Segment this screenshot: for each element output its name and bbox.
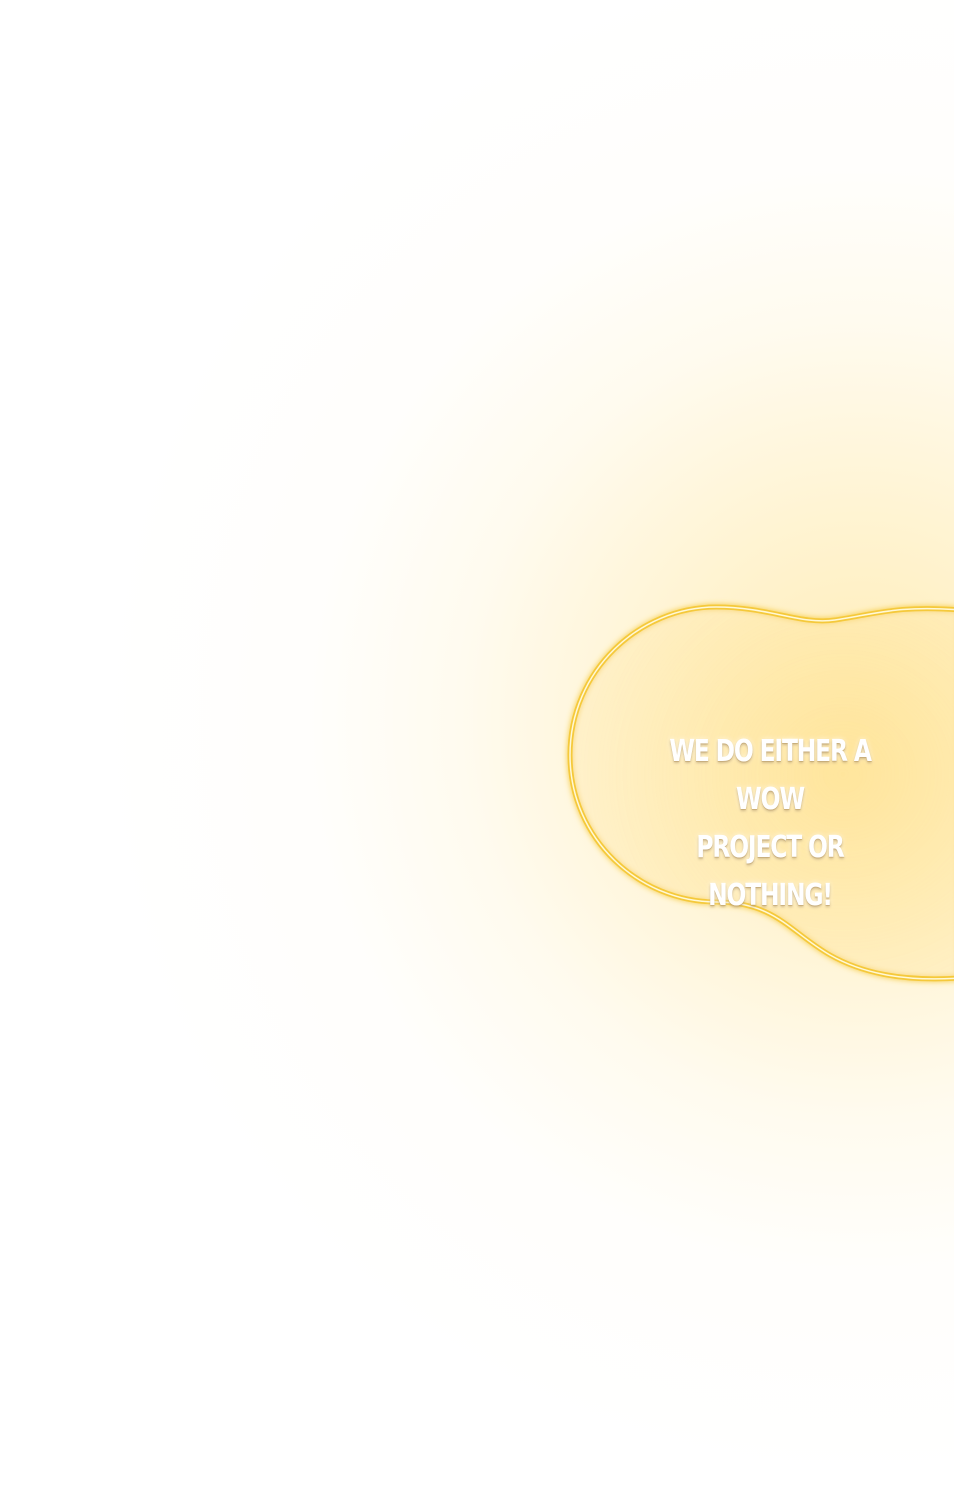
- hero-slogan: We do either a WOW project or nothing!: [637, 728, 902, 920]
- slogan-line-1: We do either a WOW: [669, 734, 872, 817]
- slogan-line-2: project or nothing!: [696, 830, 844, 913]
